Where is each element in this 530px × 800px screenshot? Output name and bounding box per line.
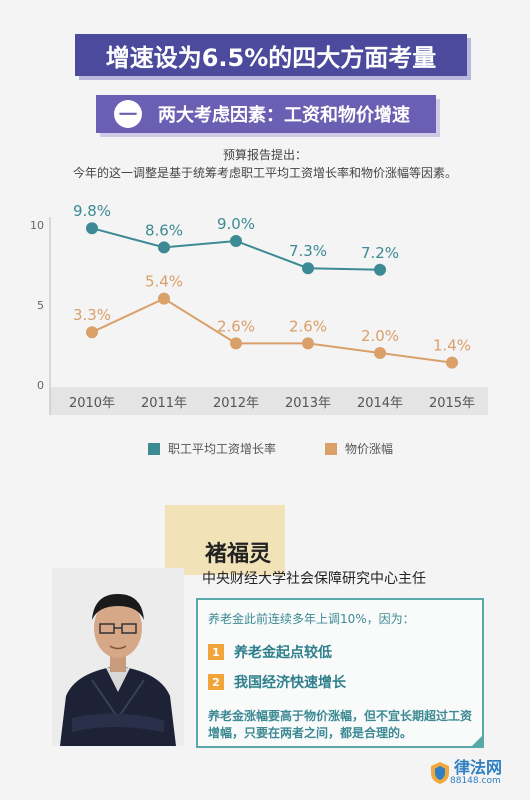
y-tick-label: 0 [37,379,44,392]
data-label: 3.3% [73,306,111,324]
section-banner: 一 两大考虑因素：工资和物价增速 [96,95,436,133]
quote-corner-decoration [470,734,484,748]
data-point [374,347,386,359]
reason-text: 我国经济快速增长 [234,675,346,691]
reason-number-badge: 2 [208,674,224,690]
legend-item-price: 物价涨幅 [325,440,393,457]
reason-2: 2 我国经济快速增长 [208,672,346,692]
page-title: 增速设为6.5%的四大方面考量 [75,34,467,76]
data-label: 2.6% [289,317,327,335]
name-accent-block [165,505,285,575]
line-chart: 0 5 10 2010年 2011年 2012年 2013年 2014年 2015年 9.8% 8.… [30,202,488,415]
data-label: 8.6% [145,221,183,239]
data-point [446,356,458,369]
y-tick-label: 5 [37,299,44,312]
person-name: 褚福灵 [205,542,272,567]
data-point [302,337,314,350]
legend-swatch-wage [148,442,160,455]
reason-1: 1 养老金起点较低 [208,642,332,662]
legend-item-wage: 职工平均工资增长率 [148,440,276,457]
data-point [374,263,386,276]
data-label: 7.3% [289,242,327,260]
x-axis-band [50,387,488,415]
x-tick-label: 2012年 [213,396,259,411]
x-tick-label: 2014年 [357,396,403,411]
x-tick-label: 2010年 [69,396,115,411]
quote-intro: 养老金此前连续多年上调10%，因为： [208,612,415,626]
watermark-name: 律法网 [454,758,503,777]
y-tick-label: 10 [30,219,44,232]
data-label: 5.4% [145,273,183,291]
legend-label-price: 物价涨幅 [345,442,394,456]
data-label: 1.4% [433,337,471,355]
shield-icon [431,762,449,784]
x-tick-label: 2013年 [285,396,331,411]
section-number: 一 [114,100,142,128]
data-point [230,337,242,350]
legend-swatch-price [325,442,337,455]
data-point [302,262,314,275]
watermark-url: 88148.com [450,776,501,786]
data-point [158,292,170,305]
data-label: 9.0% [217,215,255,233]
intro-line-2: 今年的这一调整是基于统筹考虑职工平均工资增长率和物价涨幅等因素。 [72,166,457,180]
person-photo [52,568,184,746]
reason-number-badge: 1 [208,644,224,660]
data-point [86,326,98,339]
quote-footer: 养老金涨幅要高于物价涨幅，但不宜长期超过工资增幅，只要在两者之间，都是合理的。 [208,709,473,740]
x-tick-label: 2015年 [429,396,475,411]
person-title: 中央财经大学社会保障研究中心主任 [202,571,426,587]
data-label: 2.6% [217,317,255,335]
data-point [158,241,170,254]
site-watermark: 律法网 88148.com [430,760,502,786]
data-label: 2.0% [361,327,399,345]
data-point [86,222,98,235]
reason-text: 养老金起点较低 [234,645,332,661]
intro-line-1: 预算报告提出： [222,148,307,162]
section-title: 两大考虑因素：工资和物价增速 [158,105,410,126]
data-point [230,235,242,247]
x-tick-label: 2011年 [141,396,187,411]
series-line-0 [91,227,381,271]
data-label: 7.2% [361,244,399,262]
series-line-1 [91,297,453,364]
legend-label-wage: 职工平均工资增长率 [168,442,277,456]
data-label: 9.8% [73,202,111,220]
quote-box: 养老金此前连续多年上调10%，因为： 1 养老金起点较低 2 我国经济快速增长 … [196,598,484,748]
